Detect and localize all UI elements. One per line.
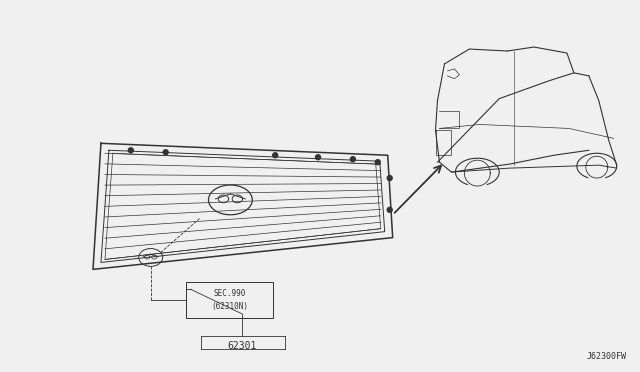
Circle shape — [316, 155, 321, 160]
Circle shape — [375, 160, 380, 165]
Circle shape — [387, 207, 392, 212]
Text: 62301: 62301 — [228, 341, 257, 351]
Circle shape — [163, 150, 168, 155]
Text: J62300FW: J62300FW — [587, 352, 627, 361]
Text: (62310N): (62310N) — [211, 302, 248, 311]
Circle shape — [350, 157, 355, 162]
Circle shape — [273, 153, 278, 158]
Circle shape — [129, 148, 133, 153]
Text: SEC.990: SEC.990 — [213, 289, 246, 298]
Circle shape — [387, 176, 392, 180]
